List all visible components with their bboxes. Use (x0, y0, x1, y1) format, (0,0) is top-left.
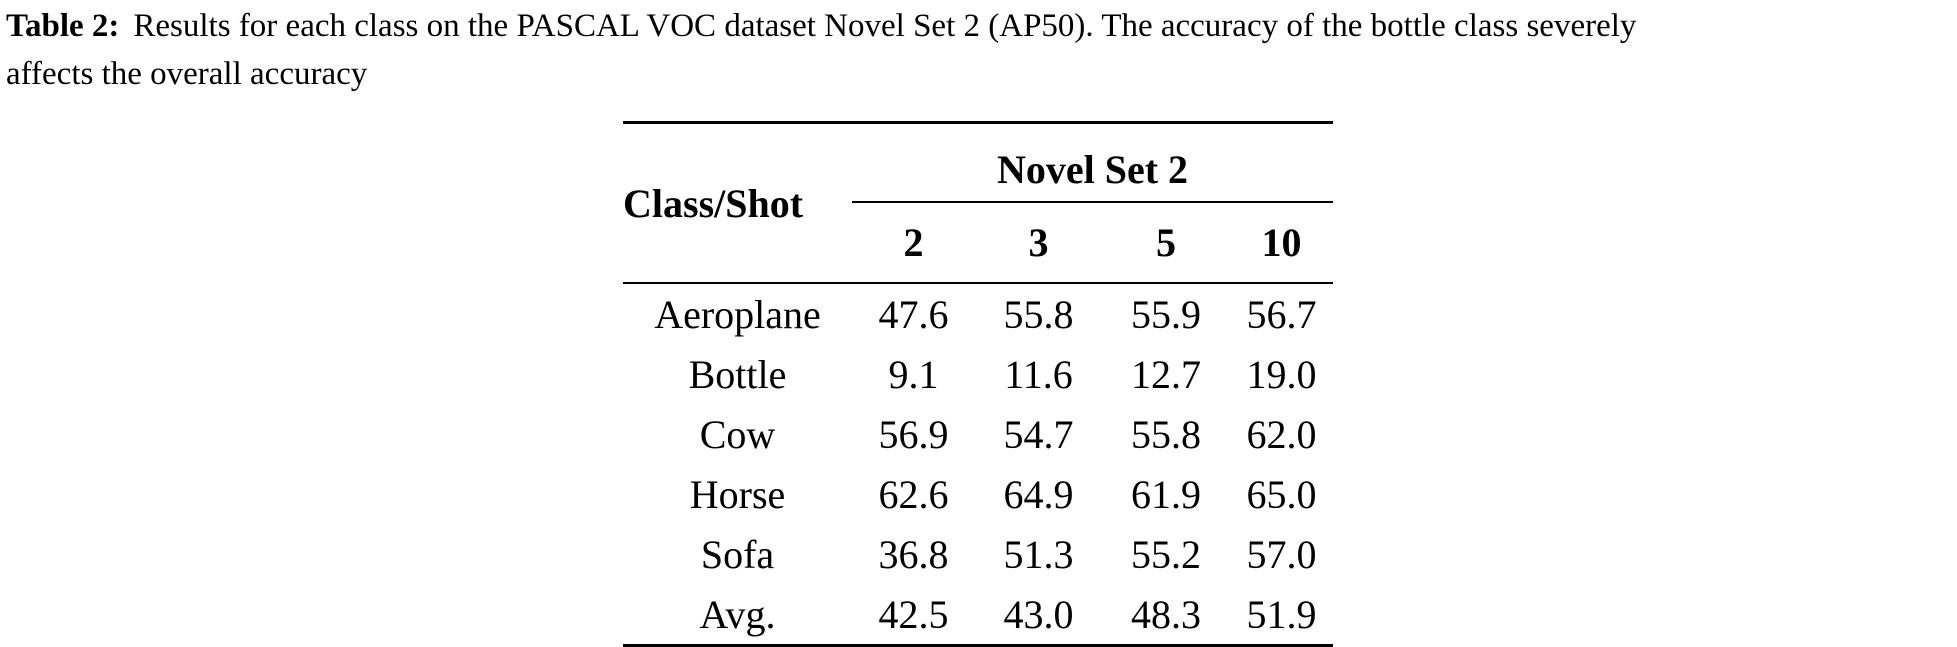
cell-value: 55.8 (1131, 411, 1201, 457)
cell-value: 42.5 (878, 591, 949, 637)
header-row-group: Class/Shot Novel Set 2 (623, 122, 1334, 284)
caption-text-2: affects the overall accuracy (6, 56, 368, 92)
cell-value: 54.7 (1003, 411, 1074, 457)
cell-value: 47.6 (878, 291, 949, 337)
cell-value: 56.7 (1246, 291, 1317, 337)
row-label: Horse (689, 471, 786, 517)
table-row-bottle: Bottle 9.1 11.6 12.7 19.0 (623, 344, 1333, 404)
cell-value: 48.3 (1131, 591, 1201, 637)
row-label: Aeroplane (654, 291, 821, 337)
caption-text-1: Results for each class on the PASCAL VOC… (133, 8, 1637, 44)
shot-column-3: 3 (975, 202, 1102, 284)
table-row-aeroplane: Aeroplane 47.6 55.8 55.9 56.7 (623, 283, 1333, 344)
caption-line-2: affects the overall accuracy (6, 50, 1636, 98)
group-header: Novel Set 2 (852, 122, 1334, 203)
cell-value: 57.0 (1246, 531, 1317, 577)
row-label: Sofa (700, 531, 775, 577)
cell-value: 51.3 (1003, 531, 1074, 577)
shot-column-2: 2 (852, 202, 975, 284)
cell-value: 65.0 (1246, 471, 1317, 517)
cell-value: 64.9 (1003, 471, 1074, 517)
cell-value: 43.0 (1003, 591, 1074, 637)
cell-value: 56.9 (878, 411, 949, 457)
table-caption: Table 2: Results for each class on the PA… (6, 2, 1636, 98)
caption-label: Table 2: (6, 8, 120, 44)
cell-value: 19.0 (1246, 351, 1317, 397)
cell-value: 61.9 (1131, 471, 1201, 517)
row-label: Cow (699, 411, 776, 457)
cell-value: 51.9 (1246, 591, 1317, 637)
shot-column-10: 10 (1230, 202, 1334, 284)
results-table: Class/Shot Novel Set 2 2 3 5 10 Aeroplan… (623, 121, 1334, 647)
cell-value: 9.1 (888, 351, 939, 397)
shot-column-5: 5 (1102, 202, 1230, 284)
cell-value: 11.6 (1004, 351, 1073, 397)
header-row-shots: 2 3 5 10 (623, 202, 1334, 284)
row-label: Avg. (699, 591, 776, 637)
cell-value: 55.2 (1131, 531, 1201, 577)
cell-value: 62.6 (878, 471, 949, 517)
cell-value: 62.0 (1246, 411, 1317, 457)
table-row-sofa: Sofa 36.8 51.3 55.2 57.0 (623, 524, 1333, 584)
row-label: Bottle (688, 351, 787, 397)
cell-value: 12.7 (1131, 351, 1201, 397)
caption-line-1: Table 2: Results for each class on the PA… (6, 2, 1636, 50)
cell-value: 55.9 (1131, 291, 1201, 337)
table-row-horse: Horse 62.6 64.9 61.9 65.0 (623, 464, 1333, 524)
table-row-cow: Cow 56.9 54.7 55.8 62.0 (623, 404, 1333, 464)
corner-header: Class/Shot (623, 122, 852, 284)
table-row-avg: Avg. 42.5 43.0 48.3 51.9 (623, 584, 1333, 646)
cell-value: 36.8 (878, 531, 949, 577)
cell-value: 55.8 (1003, 291, 1074, 337)
